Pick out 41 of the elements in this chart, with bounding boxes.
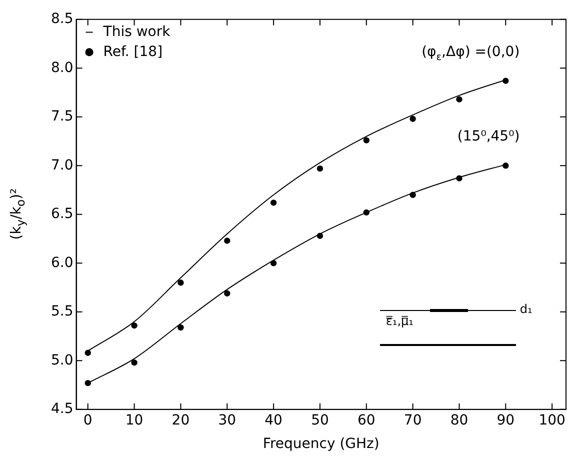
point: [178, 324, 184, 331]
x-tick-label: 50: [311, 412, 329, 428]
x-tick-label: 10: [125, 412, 144, 428]
point: [131, 322, 138, 329]
y-tick-label: 5.0: [51, 352, 74, 368]
point: [363, 137, 370, 144]
y-tick-label: 4.5: [51, 401, 74, 418]
y-tick-label: 8.0: [51, 60, 74, 76]
point: [178, 280, 184, 286]
point: [84, 380, 91, 386]
point: [131, 360, 138, 366]
x-axis-title: Frequency (GHz): [262, 436, 380, 452]
x-tick-label: 40: [264, 412, 282, 428]
point: [270, 200, 277, 206]
x-tick-label: 90: [496, 412, 515, 428]
x-tick-label: 20: [172, 412, 190, 428]
y-tick-label: 6.0: [51, 254, 74, 271]
x-tick-label: 70: [404, 412, 422, 428]
annotation: (15⁰,45⁰): [457, 128, 520, 145]
y-tick-label: 7.0: [51, 157, 74, 174]
legend-label: Ref. [18]: [103, 44, 163, 60]
point: [456, 96, 462, 102]
legend-label: This work: [102, 24, 172, 40]
point: [502, 78, 509, 84]
annotation: d₁: [520, 302, 532, 316]
x-tick-label: 0: [83, 412, 92, 428]
y-tick-label: 8.5: [51, 11, 74, 28]
layered-slab-diagram: d₁ ε̿₁,μ̿₁: [380, 304, 540, 352]
point: [410, 116, 416, 122]
point: [316, 165, 324, 172]
x-tick-label: 80: [450, 412, 468, 428]
x-tick-label: 60: [357, 412, 376, 428]
y-tick-label: 7.5: [51, 108, 74, 125]
point: [84, 350, 91, 356]
x-tick-label: 100: [538, 412, 566, 428]
annotation: ε̿₁,μ̿₁: [386, 314, 414, 328]
x-tick-label: 30: [218, 412, 236, 428]
point: [224, 290, 230, 296]
y-tick-label: 5.5: [51, 304, 74, 320]
point: [224, 238, 230, 244]
y-tick-label: 6.5: [51, 206, 74, 222]
